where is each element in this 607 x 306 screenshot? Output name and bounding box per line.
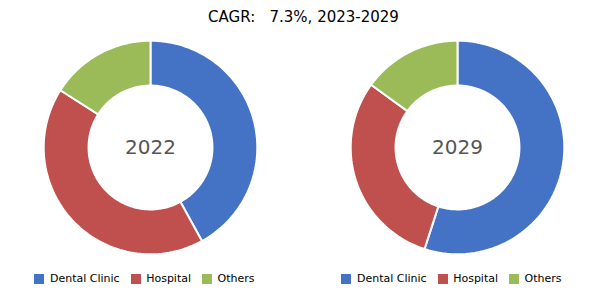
html-text:Dental Clinic: Dental Clinic [357, 272, 427, 285]
svg-text:2029: 2029 [432, 135, 483, 159]
html-text:Dental Clinic: Dental Clinic [50, 272, 120, 285]
html-text:Hospital: Hospital [453, 272, 498, 285]
html-text:CAGR: 7.3%, 2023-2029: CAGR: 7.3%, 2023-2029 [208, 8, 399, 26]
html-text:Hospital: Hospital [146, 272, 191, 285]
html-text:Others: Others [217, 272, 255, 285]
html-text:Others: Others [524, 272, 562, 285]
svg-text:2022: 2022 [125, 135, 176, 159]
